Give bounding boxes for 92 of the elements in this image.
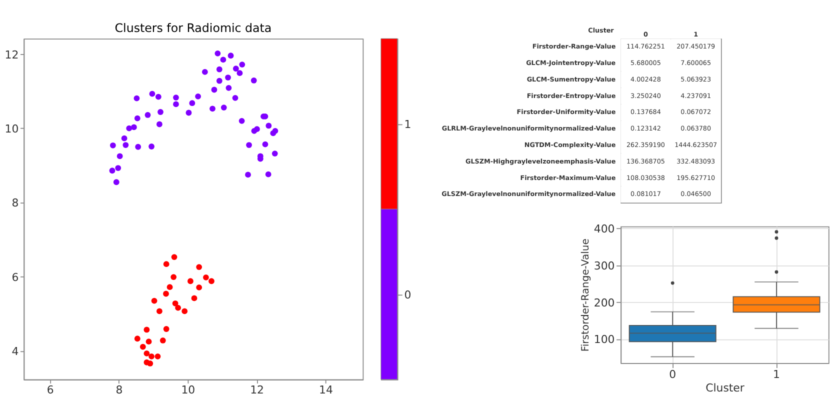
point [195, 93, 201, 100]
x-tick-label: 8 [116, 384, 123, 397]
point [210, 106, 216, 112]
point [135, 144, 142, 150]
point [246, 142, 252, 148]
point [203, 274, 209, 280]
point [272, 128, 278, 134]
point [211, 86, 218, 93]
point [262, 141, 268, 148]
y-tick-label: 6 [12, 270, 19, 284]
point [216, 78, 222, 84]
point [163, 326, 170, 332]
x-tick-label: 6 [46, 384, 54, 397]
point [182, 308, 188, 314]
point [238, 118, 245, 124]
point [134, 95, 140, 102]
point [214, 50, 221, 56]
point [254, 126, 260, 132]
y-tick-label: 100 [594, 333, 615, 346]
point [216, 66, 222, 72]
x-tick-label: 12 [250, 384, 264, 397]
point [236, 70, 243, 76]
point [160, 338, 166, 344]
point [191, 295, 198, 302]
point [266, 122, 272, 129]
point [196, 264, 202, 270]
x-axis-title: Cluster [706, 382, 745, 395]
point [245, 172, 251, 178]
point [144, 350, 150, 356]
point [188, 278, 194, 284]
x-tick-label: 14 [319, 384, 333, 397]
point [146, 338, 152, 345]
point [158, 109, 164, 115]
point [189, 100, 196, 106]
point [154, 353, 161, 360]
x-tick-label: 10 [181, 384, 196, 397]
point [149, 90, 156, 97]
point [148, 353, 154, 360]
point [134, 115, 140, 122]
y-tick-label: 12 [4, 48, 19, 62]
point [225, 74, 231, 80]
point [147, 360, 154, 366]
y-tick-label: 8 [12, 196, 19, 210]
color-bar-label: 0 [404, 288, 412, 302]
point [239, 62, 246, 68]
point [151, 298, 158, 304]
point [166, 284, 173, 290]
point [140, 344, 146, 350]
point [122, 142, 129, 148]
point [148, 144, 154, 150]
point [202, 69, 208, 75]
point [172, 300, 178, 306]
point [126, 125, 132, 132]
point [220, 104, 227, 111]
point [116, 153, 123, 160]
point [171, 254, 178, 260]
y-tick-label: 400 [594, 222, 615, 236]
y-tick-label: 4 [12, 344, 19, 358]
point [110, 142, 116, 148]
point [232, 66, 239, 72]
point [134, 336, 140, 342]
point [226, 84, 232, 91]
point [170, 274, 177, 280]
point [228, 52, 234, 59]
point [163, 290, 169, 297]
point [144, 112, 151, 118]
point [173, 94, 179, 100]
point [173, 101, 179, 108]
point [131, 124, 137, 130]
point [232, 94, 238, 101]
point [115, 165, 122, 171]
point [155, 94, 162, 100]
y-tick-label: 200 [594, 296, 615, 310]
point [121, 135, 128, 142]
point [175, 304, 182, 311]
point [196, 284, 202, 290]
y-tick-label: 300 [594, 259, 615, 272]
point [113, 179, 120, 186]
point [250, 78, 257, 84]
point [144, 326, 150, 333]
point [186, 110, 192, 116]
color-bar-label: 1 [404, 118, 412, 131]
point [163, 261, 170, 268]
point [272, 150, 278, 156]
point [109, 168, 116, 174]
y-tick-label: 10 [4, 122, 19, 136]
point [220, 56, 226, 63]
point [208, 278, 214, 284]
point [156, 308, 162, 314]
point [156, 121, 162, 128]
point [265, 171, 272, 178]
chart-title: Clusters for Radiomic data [114, 21, 272, 36]
